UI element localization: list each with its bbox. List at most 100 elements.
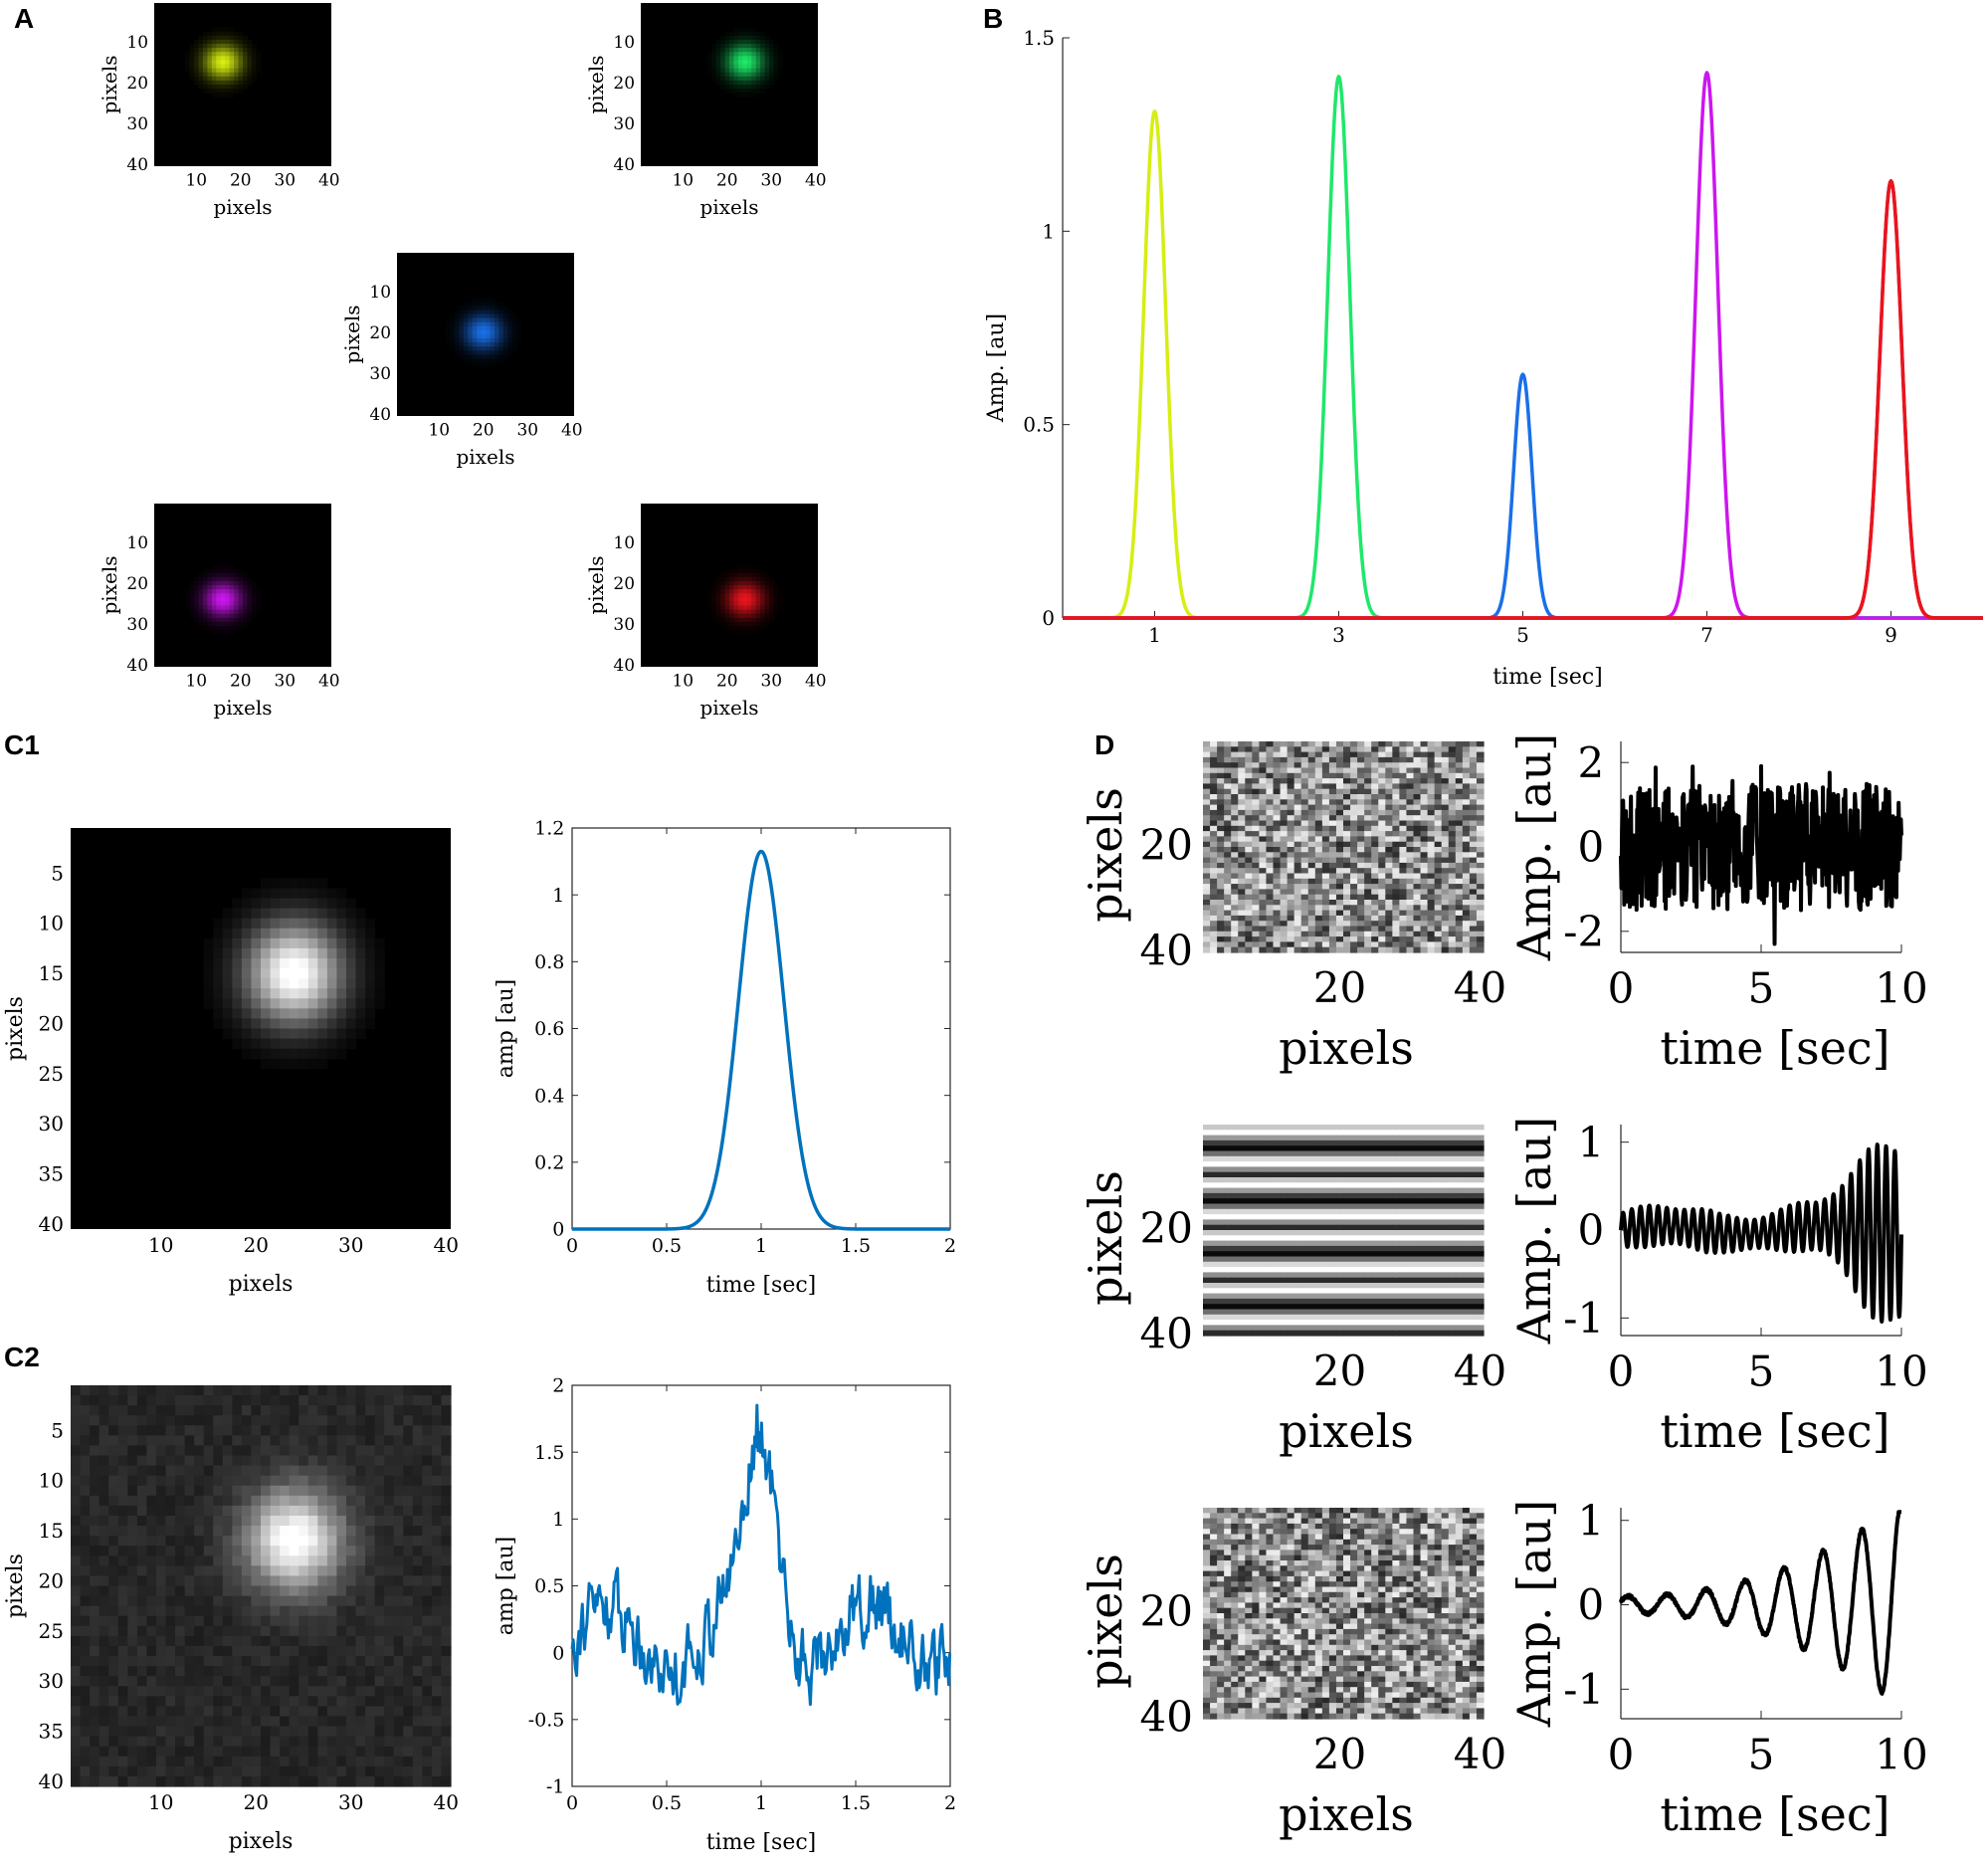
pixel bbox=[1462, 878, 1471, 885]
pixel bbox=[1476, 772, 1485, 779]
pixel bbox=[194, 601, 200, 607]
pixel bbox=[1357, 862, 1365, 869]
pixel bbox=[289, 1605, 299, 1617]
pixel bbox=[1343, 783, 1351, 790]
pixel bbox=[194, 1515, 205, 1527]
pixel bbox=[1476, 836, 1485, 843]
pixel bbox=[336, 1706, 347, 1718]
pixel bbox=[355, 1676, 366, 1687]
pixel bbox=[1350, 873, 1358, 880]
pixel bbox=[1434, 936, 1443, 942]
pixel bbox=[1224, 751, 1232, 758]
pixel bbox=[80, 1495, 91, 1507]
pixel bbox=[729, 85, 735, 90]
pixel bbox=[270, 1526, 281, 1537]
pixel bbox=[1328, 799, 1337, 806]
pixel bbox=[307, 1455, 318, 1467]
pixel bbox=[1455, 831, 1464, 837]
pixel bbox=[1245, 831, 1253, 837]
pixel bbox=[213, 1756, 224, 1767]
pixel bbox=[213, 1775, 224, 1787]
pixel bbox=[773, 44, 779, 49]
pixel bbox=[737, 576, 743, 582]
pixel bbox=[490, 325, 496, 331]
pixel bbox=[1476, 905, 1485, 912]
pixel bbox=[1427, 941, 1436, 948]
pixel bbox=[1252, 889, 1260, 896]
pixel bbox=[175, 1435, 186, 1447]
pixel bbox=[336, 1696, 347, 1707]
pixel bbox=[280, 1656, 291, 1667]
pixel bbox=[222, 1605, 233, 1617]
pixel bbox=[238, 626, 244, 631]
pixel bbox=[1314, 926, 1323, 932]
pixel bbox=[232, 947, 243, 959]
pixel bbox=[715, 72, 721, 78]
pixel bbox=[243, 39, 249, 45]
pixel bbox=[1314, 820, 1323, 827]
pixel bbox=[1441, 905, 1450, 912]
pixel bbox=[280, 1546, 291, 1556]
pixel bbox=[1364, 857, 1372, 864]
pixel bbox=[1217, 889, 1225, 896]
pixel bbox=[289, 918, 299, 930]
pixel bbox=[374, 1475, 385, 1487]
pixel bbox=[80, 1676, 91, 1687]
pixel bbox=[127, 1666, 138, 1677]
pixel bbox=[733, 27, 739, 33]
pixel bbox=[1371, 921, 1379, 928]
pixel bbox=[355, 1395, 366, 1406]
pixel bbox=[1364, 831, 1372, 837]
pixel bbox=[365, 1008, 376, 1020]
pixel bbox=[384, 1425, 395, 1436]
pixel bbox=[225, 31, 231, 37]
pixel bbox=[1259, 915, 1268, 922]
y-axis-label: pixels bbox=[98, 56, 121, 114]
pixel bbox=[751, 89, 757, 94]
pixel bbox=[746, 580, 752, 586]
pixel bbox=[216, 605, 222, 611]
pixel bbox=[769, 589, 775, 594]
pixel bbox=[289, 898, 299, 910]
pixel bbox=[1217, 762, 1225, 769]
pixel bbox=[1350, 862, 1358, 869]
pixel bbox=[136, 1666, 147, 1677]
pixel bbox=[1259, 889, 1268, 896]
pixel bbox=[80, 1536, 91, 1547]
pixel bbox=[261, 1595, 272, 1607]
pixel bbox=[216, 27, 222, 33]
pixel bbox=[459, 342, 465, 347]
pixel bbox=[1273, 820, 1282, 827]
pixel bbox=[463, 302, 469, 307]
pixel bbox=[165, 1756, 176, 1767]
pixel bbox=[1252, 910, 1260, 917]
pixel bbox=[1441, 778, 1450, 784]
pixel bbox=[1357, 756, 1365, 763]
pixel bbox=[216, 613, 222, 619]
pixel bbox=[298, 1495, 309, 1507]
pixel bbox=[1427, 878, 1436, 885]
pixel bbox=[280, 1676, 291, 1687]
pixel bbox=[289, 1656, 299, 1667]
pixel bbox=[1455, 889, 1464, 896]
pixel bbox=[289, 1555, 299, 1566]
pixel bbox=[232, 1395, 243, 1406]
x-tick-label: 30 bbox=[516, 421, 538, 441]
pixel bbox=[1210, 804, 1218, 811]
pixel bbox=[326, 1395, 337, 1406]
pixel bbox=[1378, 841, 1386, 848]
pixel bbox=[365, 1706, 376, 1718]
pixel bbox=[165, 1595, 176, 1607]
pixel bbox=[298, 1546, 309, 1556]
pixel bbox=[307, 1425, 318, 1436]
pixel bbox=[127, 1536, 138, 1547]
pixel bbox=[317, 1048, 328, 1060]
pixel bbox=[99, 1405, 109, 1416]
pixel bbox=[216, 609, 222, 615]
pixel bbox=[146, 1465, 157, 1477]
pixel bbox=[216, 585, 222, 590]
pixel bbox=[1307, 825, 1316, 832]
pixel bbox=[298, 1625, 309, 1637]
pixel bbox=[1364, 936, 1372, 942]
pixel bbox=[194, 1555, 205, 1566]
